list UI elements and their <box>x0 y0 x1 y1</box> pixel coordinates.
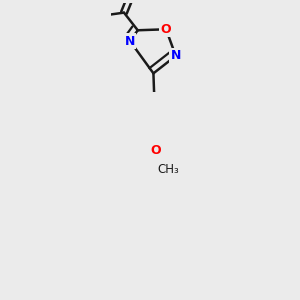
Text: CH₃: CH₃ <box>158 163 179 176</box>
Text: O: O <box>161 23 171 36</box>
Text: N: N <box>125 34 135 47</box>
Text: O: O <box>151 144 161 158</box>
Text: N: N <box>171 50 181 62</box>
